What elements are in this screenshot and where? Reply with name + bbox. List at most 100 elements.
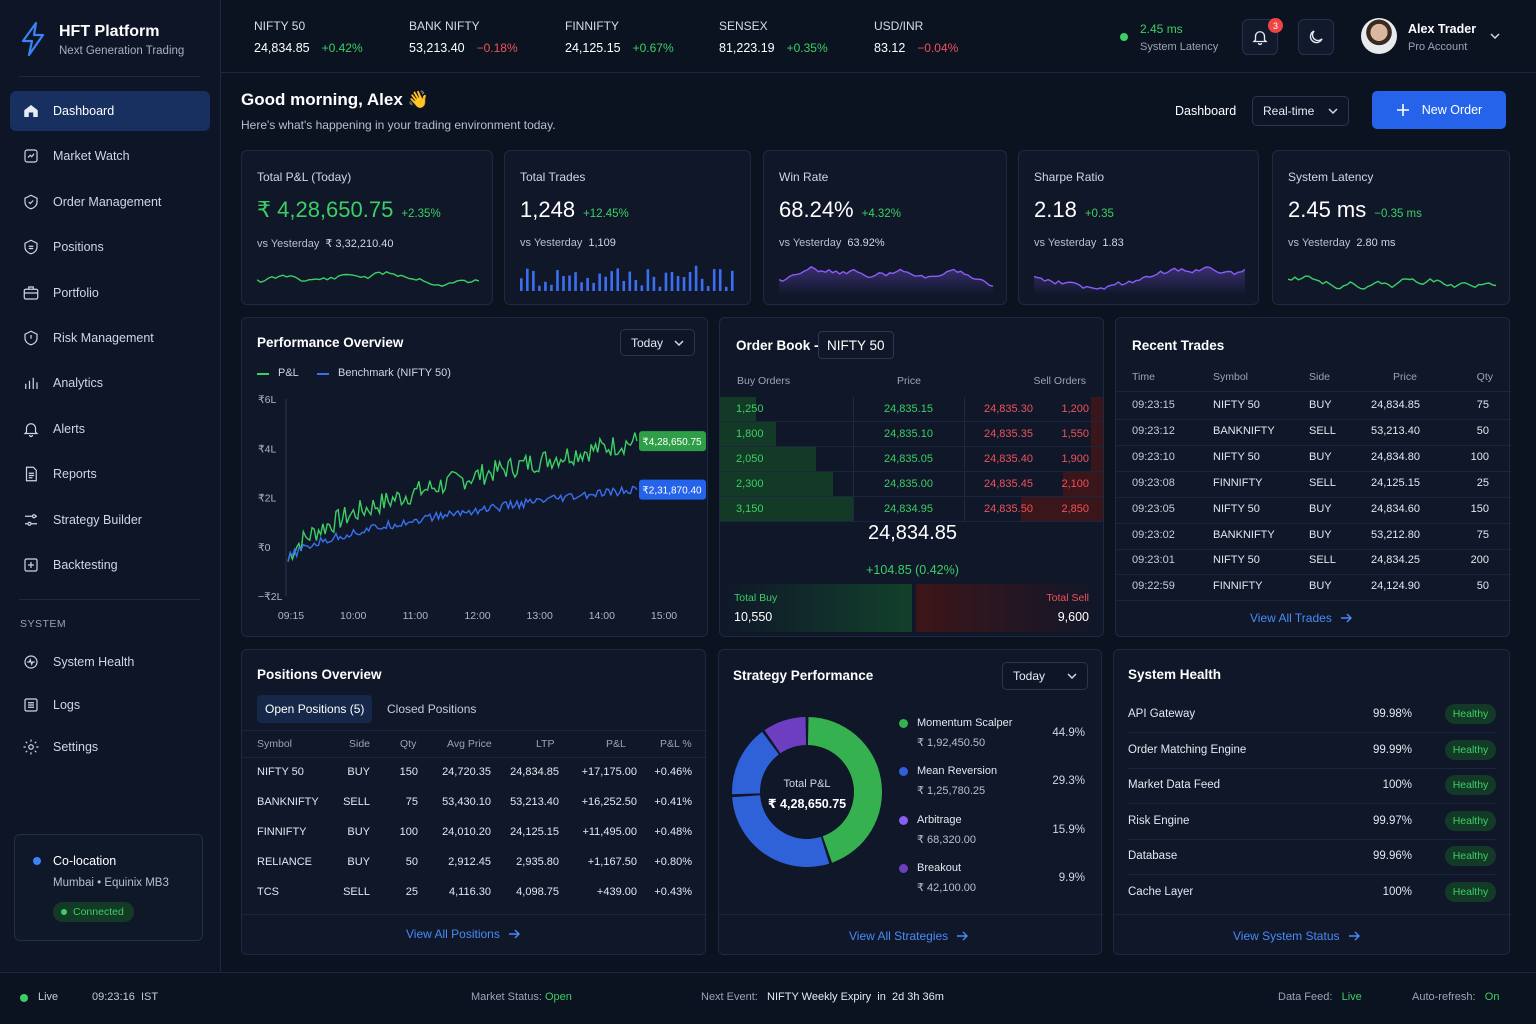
position-symbol: FINNIFTY [257, 826, 307, 838]
strategy-donut-chart [732, 717, 882, 867]
trade-side: BUY [1309, 580, 1332, 593]
ticker-name: BANK NIFTY [409, 19, 480, 33]
sliders-icon [25, 513, 37, 526]
position-row[interactable]: NIFTY 50 BUY 150 24,720.35 24,834.85 +17,175.… [242, 766, 707, 788]
health-row[interactable]: Cache Layer 100% Healthy [1114, 880, 1511, 916]
ticker-price: 24,834.85 [254, 41, 310, 55]
recent-trades-card: Recent Trades Time Symbol Side Price Qty 09:2… [1115, 317, 1511, 637]
kpi-comparison-label: vs Yesterday [520, 237, 583, 249]
avatar[interactable] [1361, 18, 1397, 54]
health-row[interactable]: Order Matching Engine 99.99% Healthy [1114, 738, 1511, 774]
sidebar-item-portfolio[interactable]: Portfolio [10, 273, 210, 313]
health-row[interactable]: API Gateway 99.98% Healthy [1114, 702, 1511, 738]
chevron-down-icon[interactable] [1490, 33, 1500, 39]
trade-row[interactable]: 09:23:08 FINNIFTY SELL 24,125.15 25 [1116, 477, 1511, 499]
notifications-button[interactable]: 3 [1242, 18, 1283, 55]
trade-row[interactable]: 09:23:02 BANKNIFTY BUY 53,212.80 75 [1116, 529, 1511, 551]
order-book-row[interactable]: 1,250 24,835.15 24,835.30 1,200 [720, 397, 1103, 422]
sidebar-item-order-management[interactable]: Order Management [10, 182, 210, 222]
strategy-legend-item[interactable]: Arbitrage ₹ 68,320.00 15.9% [899, 813, 1089, 853]
sidebar-item-positions[interactable]: Positions [10, 227, 210, 267]
donut-slice[interactable] [732, 795, 830, 867]
ticker-nifty-50[interactable]: NIFTY 50 24,834.85 +0.42% [254, 19, 363, 55]
divider [964, 497, 965, 522]
trade-row[interactable]: 09:23:05 NIFTY 50 BUY 24,834.60 150 [1116, 503, 1511, 525]
position-row[interactable]: TCS SELL 25 4,116.30 4,098.75 +439.00 +0.43% [242, 886, 707, 908]
health-row[interactable]: Risk Engine 99.97% Healthy [1114, 809, 1511, 845]
dashboard-view-label[interactable]: Dashboard [1175, 104, 1237, 118]
health-row[interactable]: Market Data Feed 100% Healthy [1114, 773, 1511, 809]
health-value: 99.98% [1372, 708, 1412, 720]
ticker-sensex[interactable]: SENSEX 81,223.19 +0.35% [719, 19, 828, 55]
sidebar-item-alerts[interactable]: Alerts [10, 409, 210, 449]
ticker-value: 81,223.19 +0.35% [719, 41, 828, 55]
ticker-name: USD/INR [874, 19, 924, 33]
kpi-card-sharpe-ratio: Sharpe Ratio 2.18 +0.35 vs Yesterday 1.83 [1018, 150, 1259, 305]
sidebar-item-label: Alerts [53, 421, 85, 436]
buy-qty: 1,250 [736, 403, 764, 415]
new-order-button[interactable]: New Order [1372, 91, 1506, 129]
view-all-trades-link[interactable]: View All Trades [1250, 611, 1352, 625]
user-name[interactable]: Alex Trader [1408, 22, 1477, 36]
sidebar-item-settings[interactable]: Settings [10, 727, 210, 767]
donut-slice[interactable] [807, 717, 882, 863]
view-system-status-link[interactable]: View System Status [1233, 929, 1360, 943]
position-row[interactable]: RELIANCE BUY 50 2,912.45 2,935.80 +1,167.50 +0… [242, 856, 707, 878]
ticker-usd-inr[interactable]: USD/INR 83.12 −0.04% [874, 19, 958, 55]
order-book-symbol-select[interactable]: NIFTY 50 [818, 331, 894, 359]
performance-period-select[interactable]: Today [620, 329, 695, 356]
position-row[interactable]: BANKNIFTY SELL 75 53,430.10 53,213.40 +16,252… [242, 796, 707, 818]
sidebar-item-logs[interactable]: Logs [10, 685, 210, 725]
order-book-row[interactable]: 2,050 24,835.05 24,835.40 1,900 [720, 447, 1103, 472]
ticker-value: 24,125.15 +0.67% [565, 41, 674, 55]
sidebar-item-market-watch[interactable]: Market Watch [10, 136, 210, 176]
theme-toggle-button[interactable] [1298, 19, 1334, 55]
trade-row[interactable]: 09:23:12 BANKNIFTY SELL 53,213.40 50 [1116, 425, 1511, 447]
positions-header: P&L % [660, 738, 692, 750]
performance-chart: ₹6L ₹4L ₹2L ₹0 −₹2L 09:15 10:00 11:00 12:00 13:00… [258, 394, 706, 622]
y-tick-label: ₹0 [258, 542, 271, 554]
view-all-strategies-link[interactable]: View All Strategies [849, 929, 969, 943]
kpi-value: 68.24% +4.32% [779, 197, 901, 223]
buy-price: 24,835.10 [884, 428, 933, 440]
ticker-change: −0.18% [476, 41, 518, 55]
trade-row[interactable]: 09:23:15 NIFTY 50 BUY 24,834.85 75 [1116, 399, 1511, 421]
sidebar-item-system-health[interactable]: System Health [10, 642, 210, 682]
mode-select[interactable]: Real-time [1252, 96, 1349, 126]
tab-closed-positions[interactable]: Closed Positions [387, 702, 477, 716]
trade-qty: 200 [1470, 554, 1489, 567]
ticker-finnifty[interactable]: FINNIFTY 24,125.15 +0.67% [565, 19, 674, 55]
sidebar-item-analytics[interactable]: Analytics [10, 363, 210, 403]
health-row[interactable]: Database 99.96% Healthy [1114, 844, 1511, 880]
trade-row[interactable]: 09:23:01 NIFTY 50 SELL 24,834.25 200 [1116, 554, 1511, 576]
position-qty: 75 [405, 796, 418, 808]
tab-open-positions[interactable]: Open Positions (5) [257, 695, 373, 723]
sidebar-item-backtesting[interactable]: Backtesting [10, 545, 210, 585]
auto-refresh-status[interactable]: Auto-refresh: On [1412, 991, 1500, 1003]
order-book-row[interactable]: 2,300 24,835.00 24,835.45 2,100 [720, 472, 1103, 497]
order-book-row[interactable]: 3,150 24,834.95 24,835.50 2,850 [720, 497, 1103, 522]
strategy-performance-card: Strategy Performance Today Total P&L ₹ 4… [718, 649, 1103, 955]
trade-row[interactable]: 09:23:10 NIFTY 50 BUY 24,834.80 100 [1116, 451, 1511, 473]
sidebar-item-strategy-builder[interactable]: Strategy Builder [10, 500, 210, 540]
strategy-legend-item[interactable]: Breakout ₹ 42,100.00 9.9% [899, 861, 1089, 901]
trade-row[interactable]: 09:22:59 FINNIFTY BUY 24,124.90 50 [1116, 580, 1511, 602]
donut-slice[interactable] [764, 717, 807, 754]
order-book-row[interactable]: 1,800 24,835.10 24,835.35 1,550 [720, 422, 1103, 447]
last-price-change: +104.85 (0.42%) [866, 563, 959, 577]
strategy-legend-item[interactable]: Momentum Scalper ₹ 1,92,450.50 44.9% [899, 716, 1089, 756]
donut-slice[interactable] [732, 731, 779, 795]
strategy-period-select[interactable]: Today [1002, 662, 1088, 690]
x-tick-label: 12:00 [464, 610, 490, 622]
ticker-bank-nifty[interactable]: BANK NIFTY 53,213.40 −0.18% [409, 19, 518, 55]
sidebar-item-dashboard[interactable]: Dashboard [10, 91, 210, 131]
sidebar-item-reports[interactable]: Reports [10, 454, 210, 494]
strategy-name: Breakout [917, 861, 962, 874]
position-row[interactable]: FINNIFTY BUY 100 24,010.20 24,125.15 +11,495.… [242, 826, 707, 848]
view-all-positions-link[interactable]: View All Positions [406, 927, 520, 941]
trade-symbol: NIFTY 50 [1213, 399, 1260, 411]
strategy-legend-item[interactable]: Mean Reversion ₹ 1,25,780.25 29.3% [899, 764, 1089, 804]
position-ltp: 2,935.80 [516, 856, 559, 868]
legend-dot [899, 719, 908, 728]
sidebar-item-risk-management[interactable]: Risk Management [10, 318, 210, 358]
